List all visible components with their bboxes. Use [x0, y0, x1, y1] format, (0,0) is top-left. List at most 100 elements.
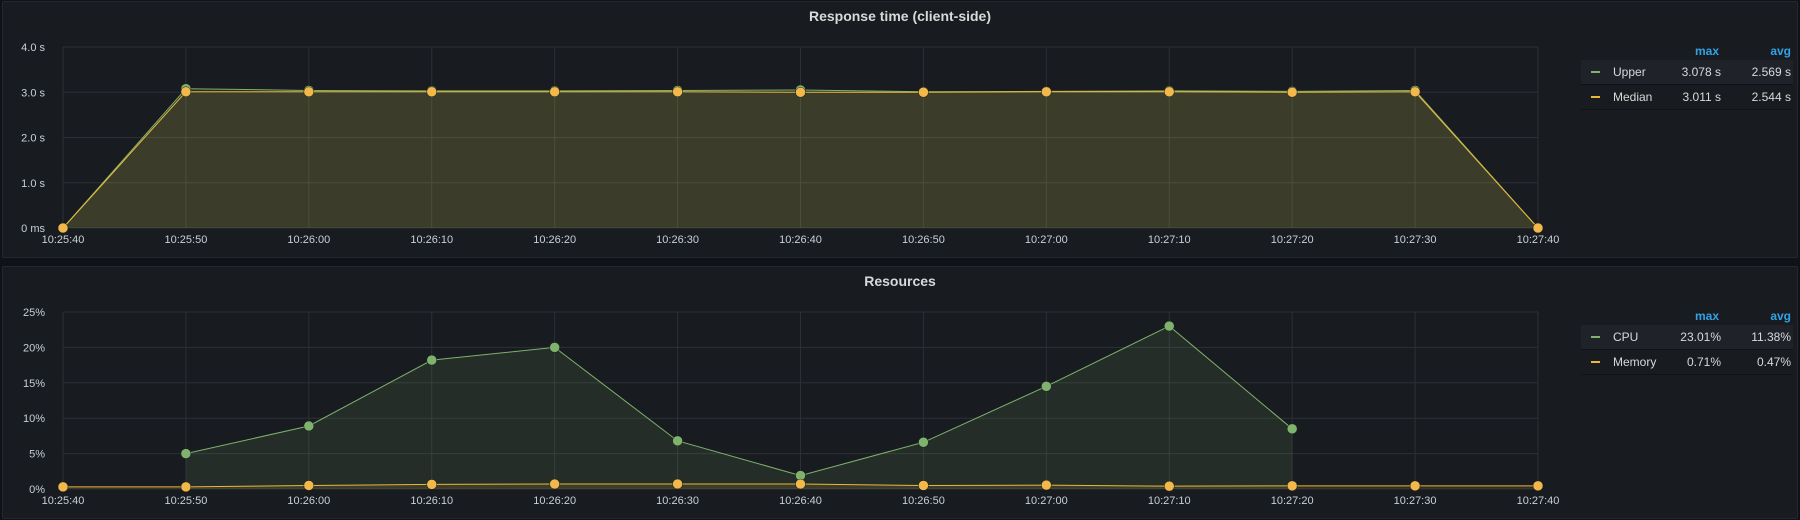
data-point [1286, 87, 1298, 98]
x-tick-label: 10:26:20 [533, 234, 576, 246]
legend-avg-value: 2.544 s [1751, 90, 1791, 104]
data-point [180, 86, 192, 98]
data-point [1164, 480, 1175, 492]
data-point [549, 86, 560, 98]
y-tick-label: 2.0 s [21, 133, 45, 145]
legend-max-header[interactable]: max [1694, 44, 1719, 58]
x-tick-label: 10:26:50 [902, 234, 945, 246]
data-point [303, 86, 315, 98]
data-point [1164, 86, 1175, 98]
legend-series-name[interactable]: Median [1613, 90, 1653, 104]
response-time-legend: max avg Upper 3.078 s 2.569 s Median 3.0… [1581, 40, 1793, 110]
y-tick-label: 15% [23, 378, 45, 390]
resources-chart: 0% 5% 10% 15% 20% 25% 10:25:40 10:25:50 10:26:00… [23, 307, 1560, 507]
series-line-cpu [185, 325, 1293, 477]
y-tick-label: 1.0 s [21, 178, 45, 190]
x-tick-label: 10:27:20 [1271, 234, 1314, 246]
legend-header: max avg [1581, 40, 1793, 60]
x-tick-label: 10:26:10 [410, 495, 453, 507]
x-tick-label: 10:27:40 [1517, 495, 1560, 507]
data-point [57, 222, 69, 234]
legend-row-upper[interactable]: Upper 3.078 s 2.569 s [1581, 60, 1793, 85]
y-tick-label: 0% [29, 484, 45, 496]
x-tick-label: 10:26:50 [902, 495, 945, 507]
data-point [1041, 86, 1052, 98]
legend-avg-header[interactable]: avg [1770, 309, 1791, 323]
legend-max-value: 0.71% [1686, 355, 1721, 369]
legend-max-value: 23.01% [1680, 330, 1721, 344]
data-point [918, 87, 929, 98]
data-point [1409, 480, 1421, 492]
x-tick-label: 10:26:00 [287, 234, 330, 246]
data-point [1041, 479, 1052, 491]
y-tick-label: 5% [29, 449, 45, 461]
legend-swatch [1591, 96, 1600, 98]
legend-swatch [1591, 336, 1600, 338]
legend-series-name[interactable]: Upper [1613, 65, 1646, 79]
data-point [180, 481, 192, 493]
x-tick-label: 10:25:40 [42, 234, 85, 246]
legend-avg-value: 11.38% [1751, 330, 1791, 344]
data-point [672, 435, 683, 447]
data-point [549, 342, 560, 353]
data-point [1286, 423, 1298, 435]
legend-row-median[interactable]: Median 3.011 s 2.544 s [1581, 85, 1793, 110]
legend-series-name[interactable]: CPU [1613, 330, 1639, 344]
data-point [795, 478, 806, 490]
x-tick-label: 10:27:30 [1394, 495, 1437, 507]
x-tick-label: 10:26:40 [779, 234, 822, 246]
data-point [1409, 86, 1421, 98]
y-tick-label: 3.0 s [21, 87, 45, 99]
x-tick-label: 10:26:20 [533, 495, 576, 507]
x-tick-label: 10:27:40 [1517, 234, 1560, 246]
x-tick-label: 10:27:10 [1148, 495, 1191, 507]
legend-avg-value: 0.47% [1756, 355, 1791, 369]
y-tick-label: 20% [23, 342, 45, 354]
data-point [918, 437, 929, 448]
data-point [1164, 320, 1175, 332]
x-tick-label: 10:26:30 [656, 234, 699, 246]
x-tick-label: 10:27:00 [1025, 234, 1068, 246]
legend-max-value: 3.078 s [1681, 65, 1721, 79]
data-point [795, 87, 806, 98]
x-tick-label: 10:25:50 [165, 495, 208, 507]
legend-swatch [1591, 361, 1600, 363]
panel-title: Response time (client-side) [808, 8, 992, 24]
legend-swatch [1591, 71, 1600, 73]
x-tick-label: 10:26:10 [410, 234, 453, 246]
data-point [1532, 480, 1544, 492]
legend-avg-header[interactable]: avg [1770, 44, 1791, 58]
y-tick-label: 4.0 s [21, 42, 45, 54]
data-point [303, 420, 315, 432]
data-point [549, 478, 560, 490]
resources-legend: max avg CPU 23.01% 11.38% Memory 0.71% 0… [1581, 305, 1793, 375]
x-tick-label: 10:27:00 [1025, 495, 1068, 507]
x-tick-label: 10:25:40 [42, 495, 85, 507]
data-point [426, 354, 437, 366]
x-tick-label: 10:26:00 [287, 495, 330, 507]
legend-max-header[interactable]: max [1694, 309, 1719, 323]
y-tick-label: 10% [23, 413, 45, 425]
data-point [57, 481, 69, 493]
data-point [672, 478, 683, 490]
data-point [426, 86, 437, 98]
data-point [1286, 480, 1298, 492]
x-tick-label: 10:27:30 [1394, 234, 1437, 246]
legend-row-cpu[interactable]: CPU 23.01% 11.38% [1581, 325, 1793, 350]
legend-series-name[interactable]: Memory [1613, 355, 1657, 369]
data-point [918, 480, 929, 491]
series-area-median [63, 91, 1538, 228]
response-time-panel: Response time (client-side) 0 ms 1.0 s 2.0… [2, 1, 1798, 258]
data-point [180, 448, 192, 459]
x-tick-label: 10:26:30 [656, 495, 699, 507]
panel-title: Resources [864, 273, 936, 289]
x-tick-label: 10:27:20 [1271, 495, 1314, 507]
data-point [1041, 381, 1052, 392]
legend-avg-value: 2.569 s [1751, 65, 1791, 79]
series-area-upper [63, 88, 1538, 229]
x-tick-label: 10:27:10 [1148, 234, 1191, 246]
x-tick-label: 10:25:50 [165, 234, 208, 246]
series-area-cpu [185, 326, 1293, 489]
legend-row-memory[interactable]: Memory 0.71% 0.47% [1581, 350, 1793, 375]
legend-max-value: 3.011 s [1682, 90, 1721, 104]
